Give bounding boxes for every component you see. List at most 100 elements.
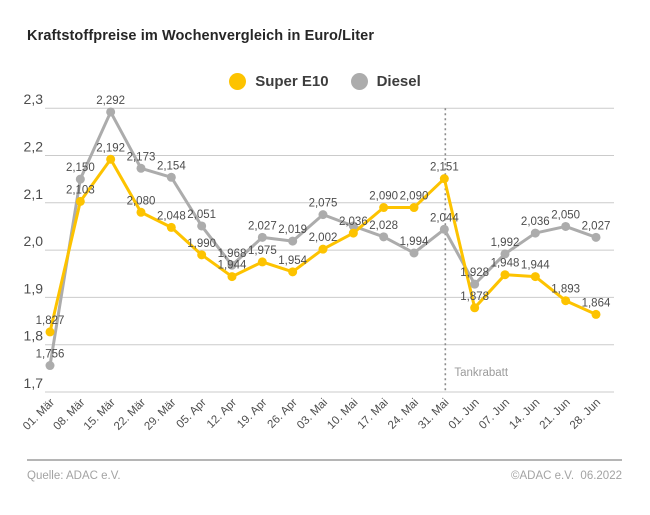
- data-point-super-e10: [470, 303, 480, 313]
- data-point-super-e10: [166, 222, 176, 232]
- data-point-diesel: [257, 232, 267, 242]
- data-label-diesel: 1,992: [491, 237, 520, 249]
- x-axis-label: 15. Mär: [82, 397, 118, 433]
- data-label-super-e10: 1,975: [248, 245, 277, 257]
- data-label-super-e10: 1,944: [521, 260, 550, 272]
- x-axis-label: 31. Mai: [416, 397, 451, 432]
- data-label-diesel: 2,028: [369, 220, 398, 232]
- data-label-diesel: 2,051: [187, 209, 216, 221]
- data-label-super-e10: 1,954: [278, 255, 307, 267]
- x-axis-label: 10. Mai: [325, 397, 360, 432]
- x-axis-label: 17. Mai: [356, 397, 391, 432]
- y-axis-label: 1,8: [24, 328, 44, 344]
- data-point-super-e10: [106, 154, 116, 164]
- data-point-diesel: [197, 221, 207, 231]
- data-point-diesel: [318, 210, 328, 220]
- data-label-diesel: 2,036: [521, 216, 550, 228]
- data-point-super-e10: [318, 244, 328, 254]
- x-axis-label: 24. Mai: [386, 397, 421, 432]
- data-label-diesel: 2,019: [278, 224, 307, 236]
- data-point-diesel: [227, 260, 237, 270]
- data-point-diesel: [591, 232, 601, 242]
- diesel-swatch-icon: [350, 73, 368, 90]
- y-axis-label: 2,1: [24, 186, 44, 202]
- data-point-diesel: [530, 228, 540, 238]
- data-label-diesel: 1,756: [36, 349, 65, 361]
- data-label-super-e10: 1,944: [218, 260, 247, 272]
- data-point-diesel: [348, 221, 358, 231]
- legend-label-super-e10: Super E10: [255, 73, 329, 90]
- x-axis-label: 07. Jun: [477, 397, 512, 432]
- data-point-super-e10: [500, 270, 510, 280]
- data-label-diesel: 2,044: [430, 212, 459, 224]
- data-label-super-e10: 2,192: [96, 142, 125, 154]
- legend-item-super-e10: Super E10: [229, 73, 329, 90]
- x-axis-label: 22. Mär: [112, 397, 148, 433]
- data-point-super-e10: [197, 250, 207, 260]
- data-label-diesel: 2,292: [96, 95, 125, 107]
- data-label-diesel: 1,994: [400, 236, 429, 248]
- data-label-super-e10: 1,827: [36, 315, 65, 327]
- footer-copyright: ©ADAC e.V. 06.2022: [511, 470, 622, 482]
- y-axis-label: 1,9: [24, 280, 44, 296]
- data-point-diesel: [45, 361, 55, 371]
- data-point-super-e10: [348, 228, 358, 238]
- data-label-super-e10: 2,080: [127, 195, 156, 207]
- data-point-diesel: [136, 163, 146, 173]
- x-axis-label: 26. Apr: [266, 397, 300, 431]
- data-label-super-e10: 2,090: [400, 191, 429, 203]
- data-point-diesel: [409, 248, 419, 258]
- data-point-super-e10: [439, 174, 449, 184]
- legend-item-diesel: Diesel: [350, 73, 421, 90]
- x-axis-label: 28. Jun: [568, 397, 603, 432]
- y-axis-label: 2,2: [24, 139, 44, 155]
- x-axis-label: 19. Apr: [235, 397, 269, 431]
- data-point-super-e10: [288, 267, 298, 277]
- footer-source: Quelle: ADAC e.V.: [27, 470, 121, 482]
- tankrabatt-label: Tankrabatt: [454, 367, 509, 379]
- data-label-super-e10: 1,878: [460, 291, 489, 303]
- data-point-super-e10: [45, 327, 55, 337]
- data-label-super-e10: 2,002: [309, 232, 338, 244]
- data-label-super-e10: 2,090: [369, 191, 398, 203]
- x-axis-label: 21. Jun: [538, 397, 573, 432]
- data-label-diesel: 2,173: [127, 151, 156, 163]
- x-axis-label: 14. Jun: [507, 397, 542, 432]
- data-label-diesel: 2,027: [582, 220, 611, 232]
- data-label-diesel: 2,075: [309, 198, 338, 210]
- chart-legend: Super E10 Diesel: [0, 73, 650, 90]
- y-axis-label: 1,7: [24, 375, 44, 391]
- data-label-super-e10: 1,893: [551, 284, 580, 296]
- x-axis-label: 29. Mär: [142, 397, 178, 433]
- x-axis-label: 05. Apr: [175, 397, 209, 431]
- data-point-diesel: [561, 221, 571, 231]
- x-axis-label: 03. Mai: [295, 397, 330, 432]
- data-point-super-e10: [591, 309, 601, 319]
- data-label-super-e10: 2,048: [157, 210, 186, 222]
- data-point-diesel: [288, 236, 298, 246]
- data-point-diesel: [106, 107, 116, 117]
- data-point-diesel: [439, 224, 449, 234]
- data-point-super-e10: [75, 196, 85, 206]
- data-label-super-e10: 2,036: [339, 216, 368, 228]
- y-axis-label: 2,3: [24, 91, 44, 107]
- data-label-super-e10: 2,151: [430, 162, 459, 174]
- data-point-super-e10: [530, 272, 540, 282]
- data-point-diesel: [75, 174, 85, 184]
- data-point-super-e10: [257, 257, 267, 267]
- data-label-diesel: 2,027: [248, 220, 277, 232]
- super-e10-swatch-icon: [229, 73, 247, 90]
- data-label-super-e10: 1,948: [491, 258, 520, 270]
- data-label-diesel: 2,150: [66, 162, 95, 174]
- data-point-diesel: [379, 232, 389, 242]
- x-axis-label: 01. Mär: [21, 397, 57, 433]
- data-point-super-e10: [379, 203, 389, 213]
- data-label-super-e10: 2,103: [66, 184, 95, 196]
- x-axis-label: 12. Apr: [205, 397, 239, 431]
- x-axis-label: 01. Jun: [447, 397, 482, 432]
- data-point-diesel: [470, 279, 480, 289]
- data-label-diesel: 1,968: [218, 248, 247, 260]
- x-axis-label: 08. Mär: [51, 397, 87, 433]
